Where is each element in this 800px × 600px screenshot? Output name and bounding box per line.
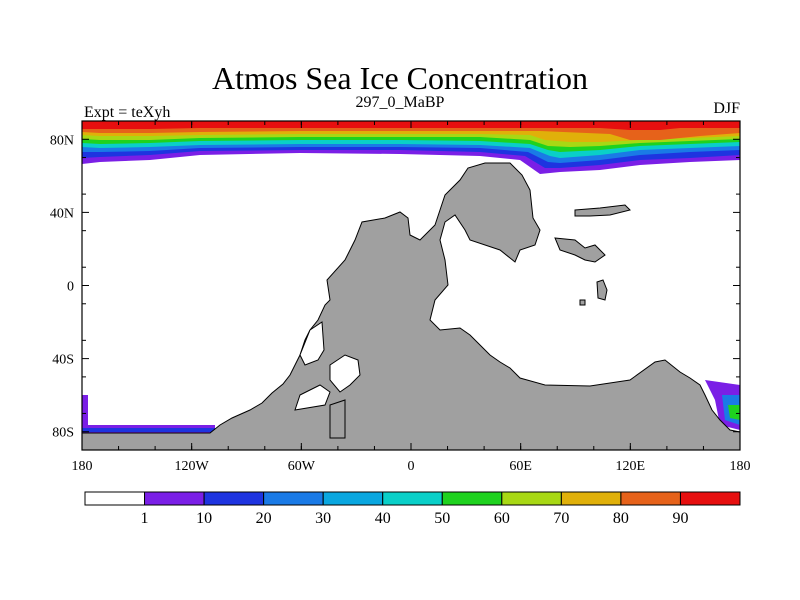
colorbar-swatch (560, 491, 622, 506)
ice-east-pacific-3 (728, 405, 740, 420)
colorbar-label: 70 (553, 510, 569, 527)
colorbar-label: 40 (375, 510, 391, 527)
x-tick-label: 0 (408, 459, 415, 474)
season-label: DJF (713, 100, 740, 117)
colorbar-label: 90 (672, 510, 688, 527)
x-tick-label: 60E (509, 459, 532, 474)
colorbar-swatch (441, 491, 503, 506)
x-tick-label: 60W (288, 459, 316, 474)
map-plot-area (82, 121, 740, 450)
y-tick-label: 0 (67, 280, 74, 295)
inland-seas (294, 321, 361, 411)
x-tick-label: 180 (730, 459, 751, 474)
sea-inlet-south (294, 384, 331, 411)
colorbar-swatch (263, 491, 324, 506)
map-title: Atmos Sea Ice Concentration (212, 60, 588, 96)
y-tick-label: 40S (52, 353, 74, 368)
colorbar-swatch (620, 491, 681, 506)
colorbar-label: 10 (196, 510, 212, 527)
axis-ticks: 180 120W 60W 0 60E 120E 180 80N 40N 0 40S 80S (50, 120, 751, 474)
x-tick-label: 180 (72, 459, 93, 474)
colorbar-swatch (382, 491, 443, 506)
colorbar-swatch (144, 491, 205, 506)
y-tick-label: 40N (50, 206, 74, 221)
colorbar-label: 60 (494, 510, 510, 527)
colorbar-label: 30 (315, 510, 331, 527)
land-weddell-tongue (329, 399, 346, 439)
colorbar-swatch (501, 491, 562, 506)
period-label: 297_0_MaBP (355, 94, 445, 111)
experiment-label: Expt = teXyh (84, 104, 171, 121)
colorbar-label: 80 (613, 510, 629, 527)
colorbar-label: 1 (141, 510, 149, 527)
x-tick-label: 120W (175, 459, 210, 474)
y-tick-label: 80S (52, 426, 74, 441)
land-island-1 (596, 279, 608, 301)
land-island-2 (579, 299, 586, 306)
land-east-fragment (554, 237, 606, 263)
land-northeast-fragment (574, 204, 631, 217)
y-tick-label: 80N (50, 133, 74, 148)
land-main-pangea (82, 162, 740, 450)
x-tick-label: 120E (616, 459, 646, 474)
arctic-sea-ice (82, 121, 740, 174)
land (82, 162, 740, 450)
ice-strip-pacific-inner (82, 428, 215, 432)
ice-strip-west (82, 395, 88, 425)
colorbar: 1 10 20 30 40 50 60 70 80 90 (84, 491, 741, 527)
sea-inlet-central (329, 354, 361, 393)
colorbar-swatch (84, 491, 146, 506)
colorbar-label: 50 (434, 510, 450, 527)
colorbar-swatch (322, 491, 384, 506)
sea-inlet-west (299, 321, 325, 366)
colorbar-swatch (203, 491, 265, 506)
colorbar-label: 20 (256, 510, 272, 527)
colorbar-swatch (679, 491, 741, 506)
